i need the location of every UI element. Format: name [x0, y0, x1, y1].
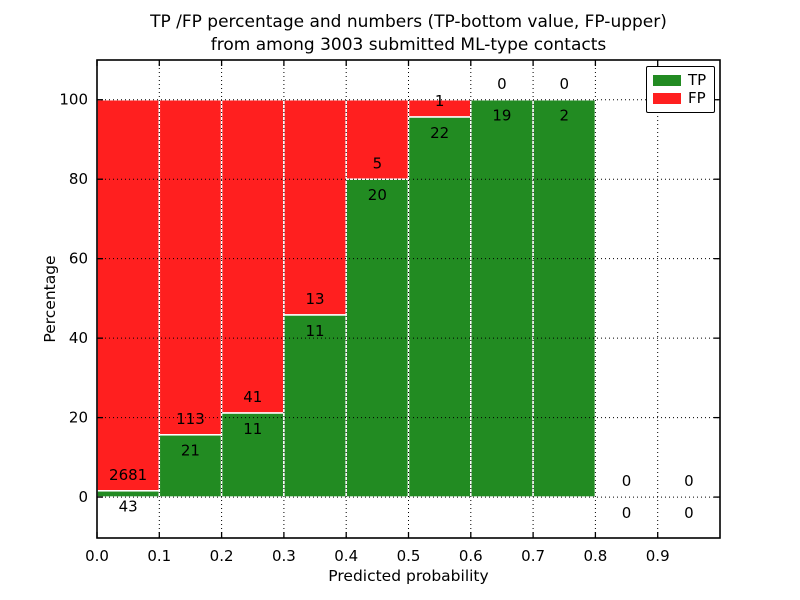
legend-label-tp: TP [688, 70, 707, 89]
y-tick-label: 40 [69, 329, 88, 347]
tp-count-label: 20 [368, 186, 387, 204]
chart-title: TP /FP percentage and numbers (TP-bottom… [97, 11, 720, 57]
y-tick-label: 0 [78, 488, 88, 506]
fp-count-label: 0 [684, 472, 694, 490]
bar-segment-fp [220, 98, 285, 414]
tp-count-label: 2 [559, 107, 569, 125]
x-tick-label: 0.7 [521, 547, 545, 565]
y-tick-label: 80 [69, 170, 88, 188]
x-tick-label: 0.8 [583, 547, 607, 565]
x-tick-label: 0.6 [459, 547, 483, 565]
legend-item-tp: TP [653, 70, 708, 89]
fp-count-label: 0 [559, 75, 569, 93]
tp-count-label: 22 [430, 124, 449, 142]
tp-count-label: 11 [306, 322, 325, 340]
legend-swatch-tp [653, 74, 681, 86]
chart-title-line2: from among 3003 submitted ML-type contac… [210, 35, 607, 55]
y-tick-label: 60 [69, 250, 88, 268]
legend-item-fp: FP [653, 91, 708, 106]
bar-segment-tp [220, 412, 285, 498]
tp-count-label: 0 [684, 504, 694, 522]
x-tick-label: 0.4 [334, 547, 358, 565]
bar-segment-tp [532, 98, 597, 498]
bar-segment-tp [96, 490, 161, 498]
legend-label-fp: FP [688, 89, 706, 108]
bar-segment-fp [96, 98, 161, 492]
tp-count-label: 43 [119, 498, 138, 516]
bar-segment-tp [283, 314, 347, 498]
tp-count-label: 0 [622, 504, 632, 522]
y-tick-label: 100 [59, 91, 88, 109]
legend-swatch-fp [653, 93, 681, 105]
bar-segment-tp [158, 434, 223, 498]
bar-segment-tp [470, 98, 534, 498]
legend: TP FP [646, 66, 715, 113]
fp-count-label: 5 [373, 154, 383, 172]
y-tick-label: 20 [69, 409, 88, 427]
y-axis-label: Percentage [41, 255, 59, 343]
x-tick-label: 0.1 [147, 547, 171, 565]
fp-count-label: 13 [306, 290, 325, 308]
x-tick-label: 0.5 [397, 547, 421, 565]
bar-segment-fp [158, 98, 223, 436]
axes-frame [96, 59, 721, 539]
fp-count-label: 41 [243, 388, 262, 406]
x-tick-label: 0.0 [85, 547, 109, 565]
chart-title-line1: TP /FP percentage and numbers (TP-bottom… [150, 12, 667, 32]
x-tick-label: 0.2 [210, 547, 234, 565]
fp-count-label: 0 [622, 472, 632, 490]
tp-count-label: 21 [181, 442, 200, 460]
bar-segment-fp [283, 98, 347, 316]
fp-count-label: 1 [435, 92, 445, 110]
fp-count-label: 0 [497, 75, 507, 93]
x-tick-label: 0.3 [272, 547, 296, 565]
fp-count-label: 2681 [109, 466, 147, 484]
fp-count-label: 113 [176, 410, 205, 428]
x-tick-label: 0.9 [646, 547, 670, 565]
bar-segment-tp [407, 116, 472, 498]
tp-count-label: 19 [492, 107, 511, 125]
tp-count-label: 11 [243, 420, 262, 438]
x-axis-label: Predicted probability [328, 567, 489, 585]
